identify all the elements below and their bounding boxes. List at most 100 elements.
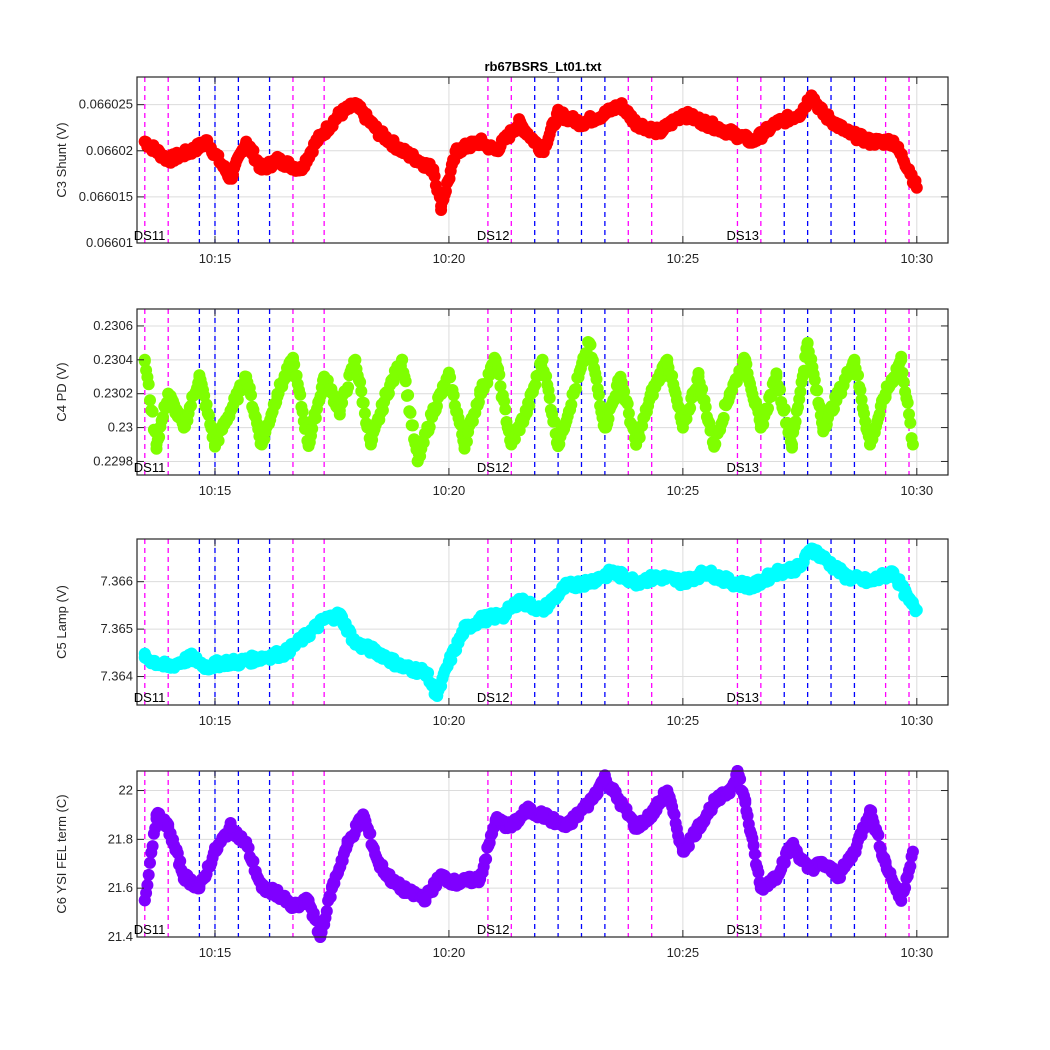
data-point <box>700 566 713 579</box>
data-point <box>406 419 419 432</box>
y-axis-label: C5 Lamp (V) <box>54 585 69 659</box>
data-point <box>201 135 214 148</box>
data-point <box>450 144 463 157</box>
data-point <box>910 604 923 617</box>
data-point <box>357 808 370 821</box>
data-point <box>817 421 830 434</box>
data-point <box>598 421 611 434</box>
data-point <box>318 370 331 383</box>
data-point <box>247 855 260 868</box>
data-point <box>817 107 830 120</box>
ds-label: DS12 <box>477 922 510 937</box>
data-point <box>752 866 765 879</box>
data-point <box>294 388 307 401</box>
data-point <box>255 882 268 895</box>
data-point <box>255 163 268 176</box>
data-point <box>302 894 315 907</box>
y-tick-label: 7.364 <box>100 669 133 684</box>
y-tick-label: 22 <box>119 783 133 798</box>
data-point <box>146 840 159 853</box>
data-point <box>326 882 338 895</box>
data-point <box>793 107 806 120</box>
data-point <box>598 107 611 120</box>
x-tick-label: 10:30 <box>901 251 934 266</box>
data-point <box>177 870 190 882</box>
data-point <box>442 656 455 669</box>
data-point <box>852 369 864 382</box>
data-point <box>271 387 284 400</box>
data-point <box>324 891 337 904</box>
y-tick-label: 0.066025 <box>79 97 133 112</box>
data-point <box>684 402 697 414</box>
x-tick-label: 10:15 <box>199 483 232 498</box>
data-point <box>450 877 463 890</box>
x-tick-label: 10:15 <box>199 945 232 960</box>
data-point <box>904 860 917 873</box>
data-point <box>203 409 215 422</box>
data-point <box>380 387 393 400</box>
ds-label: DS11 <box>134 460 166 475</box>
data-point <box>150 808 163 821</box>
data-point <box>661 784 674 797</box>
data-point <box>565 398 578 411</box>
data-point <box>296 405 309 418</box>
data-point <box>279 646 292 659</box>
data-point <box>794 385 807 398</box>
data-point <box>770 566 783 579</box>
data-point <box>910 181 923 194</box>
data-point <box>403 887 416 900</box>
data-point <box>255 651 268 664</box>
data-point <box>224 821 237 834</box>
data-point <box>431 689 444 702</box>
ds-label: DS13 <box>726 690 759 705</box>
y-tick-label: 21.4 <box>108 929 133 944</box>
x-tick-label: 10:30 <box>901 945 934 960</box>
data-point <box>310 135 323 148</box>
data-point <box>146 405 159 418</box>
data-point <box>696 383 709 396</box>
data-point <box>899 881 912 894</box>
data-point <box>341 838 354 851</box>
data-point <box>906 438 919 451</box>
data-point <box>739 353 752 366</box>
chart-title: rb67BSRS_Lt01.txt <box>484 59 602 74</box>
axes-box <box>136 76 949 244</box>
data-point <box>786 838 798 851</box>
data-point <box>614 796 627 809</box>
data-point <box>778 403 791 416</box>
data-point <box>699 401 712 414</box>
ds-label: DS13 <box>726 460 759 475</box>
data-point <box>474 387 487 400</box>
data-point <box>435 200 448 213</box>
data-point <box>887 566 900 579</box>
data-point <box>162 661 175 674</box>
data-point <box>887 135 900 148</box>
data-point <box>559 821 572 834</box>
data-point <box>209 845 221 858</box>
data-point <box>661 353 674 366</box>
data-point <box>193 370 206 383</box>
data-point <box>723 387 736 400</box>
data-point <box>162 387 175 400</box>
data-point <box>708 796 721 809</box>
data-point <box>447 389 460 402</box>
data-point <box>653 570 666 583</box>
data-point <box>442 370 455 383</box>
data-point <box>474 135 487 148</box>
data-point <box>630 575 643 588</box>
x-tick-label: 10:15 <box>199 251 232 266</box>
data-point <box>458 623 471 636</box>
data-point <box>411 455 424 468</box>
data-point <box>396 661 409 674</box>
data-point <box>231 393 244 406</box>
data-point <box>906 845 919 858</box>
data-point <box>224 404 237 417</box>
data-point <box>559 580 572 593</box>
data-point <box>536 353 549 366</box>
data-point <box>201 661 214 674</box>
data-point <box>177 421 190 434</box>
y-axis-label: C6 YSI FEL term (C) <box>54 794 69 913</box>
data-point <box>411 154 424 166</box>
data-point <box>770 117 783 130</box>
data-point <box>747 580 759 593</box>
